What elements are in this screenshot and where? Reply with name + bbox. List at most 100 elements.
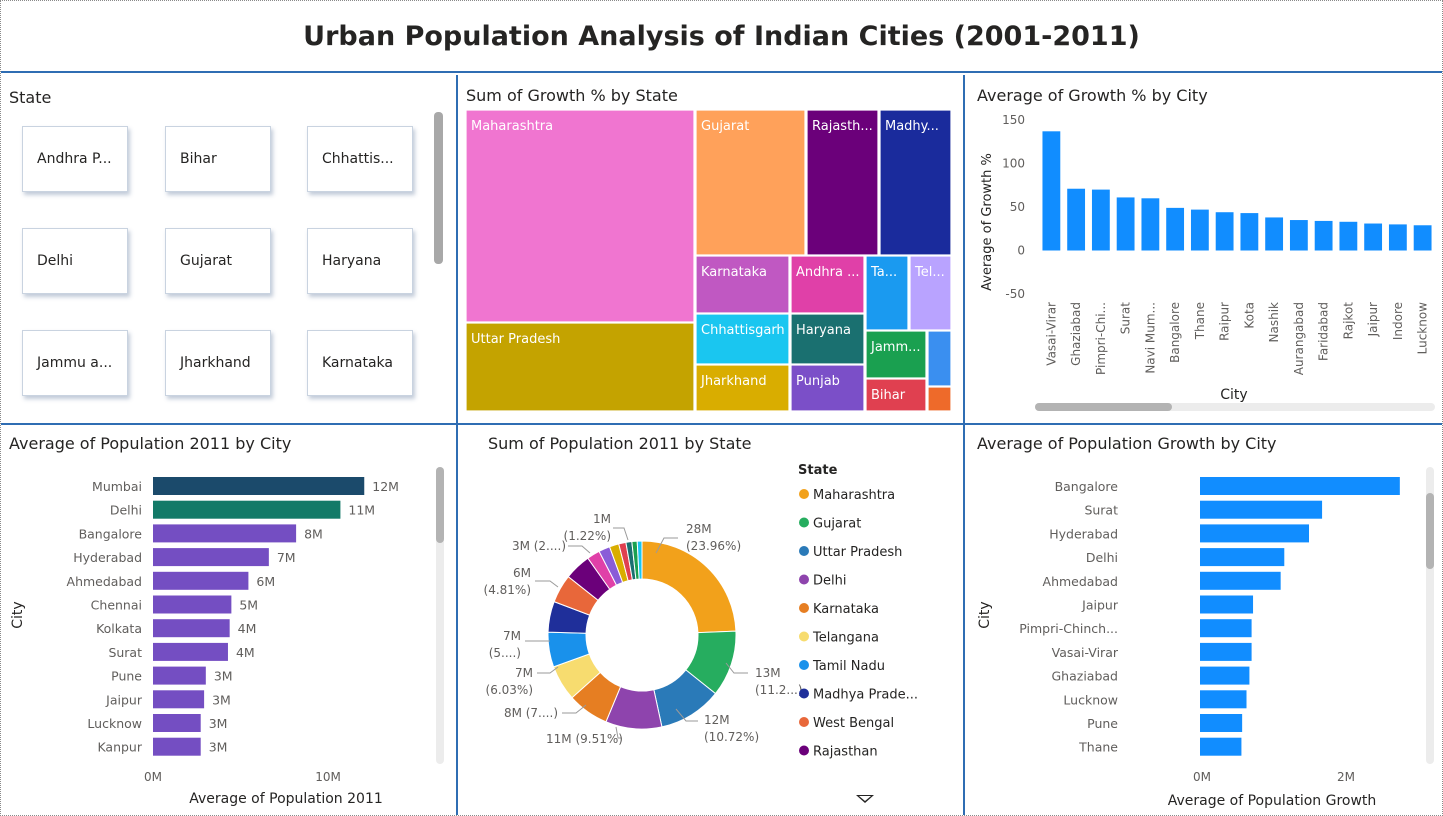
legend-entry[interactable]: Maharashtra [813,488,895,503]
bar-data-label: 4M [236,645,255,660]
y-tick-label: Surat [108,645,142,660]
slicer-item-andhra-pradesh[interactable]: Andhra P... [22,126,128,192]
donut-data-label: 7M [503,629,521,643]
city-bar[interactable] [153,690,205,709]
slicer-item-delhi[interactable]: Delhi [22,228,128,294]
city-bar[interactable] [153,714,201,732]
legend-entry[interactable]: Telangana [812,631,879,646]
treemap-tile[interactable] [790,313,865,365]
treemap-tile[interactable] [927,330,952,387]
growth-bar[interactable] [1091,189,1110,251]
treemap-tile[interactable] [865,330,927,379]
y-tick-label: Thane [1078,740,1118,755]
treemap-tile[interactable] [695,313,790,365]
donut-leader-line [568,545,591,554]
city-bar[interactable] [153,619,230,638]
treemap-tile[interactable] [695,109,806,256]
growth-bar[interactable] [1388,224,1407,251]
city-bar[interactable] [1200,690,1247,709]
city-bar[interactable] [1200,571,1281,590]
treemap-tile-label: Chhattisgarh [701,323,785,338]
treemap-tile[interactable] [927,386,952,412]
growth-bar[interactable] [1339,221,1358,251]
city-bar[interactable] [1200,477,1400,495]
treemap-tile[interactable] [790,364,865,412]
popgrowth-scroll-thumb[interactable] [1426,493,1434,569]
growth-bar[interactable] [1116,197,1135,251]
slicer-item-haryana[interactable]: Haryana [307,228,413,294]
city-bar[interactable] [1200,595,1254,614]
slicer-item-jharkhand[interactable]: Jharkhand [165,330,271,396]
legend-entry[interactable]: Rajasthan [813,745,878,760]
treemap-tile[interactable] [695,364,790,412]
growth-scroll-thumb[interactable] [1035,403,1172,411]
donut-data-label: 13M [755,666,781,680]
growth-bar[interactable] [1240,213,1259,251]
donut-data-label: (11.2...) [755,683,803,697]
growth-bar[interactable] [1265,217,1284,251]
growth-bar[interactable] [1166,207,1185,251]
treemap-panel: Sum of Growth % by State Maharashtra Utta… [458,76,963,423]
growth-bar[interactable] [1364,223,1383,251]
donut-slice[interactable] [636,540,643,580]
city-bar[interactable] [153,595,232,614]
donut-data-label: 12M [704,713,730,727]
legend-entry[interactable]: Karnataka [813,602,879,617]
growth-bar[interactable] [1042,131,1061,251]
growth-bar[interactable] [1413,225,1432,251]
legend-entry[interactable]: Uttar Pradesh [813,545,902,560]
legend-scroll-down-icon[interactable] [856,795,874,803]
treemap-tile-label: Maharashtra [471,119,553,134]
city-bar[interactable] [1200,666,1250,685]
growth-bar[interactable] [1067,188,1086,251]
growth-bar[interactable] [1289,220,1308,251]
legend-entry[interactable]: West Bengal [813,716,894,731]
city-bar[interactable] [153,477,365,495]
slicer-scrollbar[interactable] [434,112,443,264]
donut-slice[interactable] [641,540,737,634]
popcity-scroll-thumb[interactable] [436,467,444,543]
slicer-item-gujarat[interactable]: Gujarat [165,228,271,294]
legend-entry[interactable]: Madhya Prade... [813,688,918,703]
treemap-tile[interactable] [695,255,790,314]
city-bar[interactable] [153,548,269,567]
treemap-tile[interactable] [865,255,909,331]
city-bar[interactable] [153,571,249,590]
city-bar[interactable] [153,500,341,519]
growth-scroll-track [1035,403,1435,411]
city-bar[interactable] [1200,548,1285,567]
y-tick-label: Kolkata [96,621,142,636]
slicer-item-karnataka[interactable]: Karnataka [307,330,413,396]
city-bar[interactable] [153,666,206,685]
growth-bar[interactable] [1190,209,1209,251]
slicer-item-jammu-kashmir[interactable]: Jammu a... [22,330,128,396]
city-bar[interactable] [1200,642,1252,661]
donut-leader-line [675,708,698,722]
treemap-tile[interactable] [465,322,695,412]
city-bar[interactable] [1200,500,1323,519]
legend-entry[interactable]: Tamil Nadu [812,659,885,674]
slicer-item-chhattisgarh[interactable]: Chhattis... [307,126,413,192]
growth-bar[interactable] [1314,220,1333,251]
population-by-state-chart: 28M (23.96%) 13M (11.2...) 12M (10.72%) 11M (9… [484,463,918,803]
x-tick-label: Aurangabad [1292,302,1306,375]
city-bar[interactable] [153,642,228,661]
growth-bar[interactable] [1215,212,1234,251]
growth-bar[interactable] [1141,198,1160,251]
donut-data-label: 8M (7....) [504,706,558,720]
city-bar[interactable] [1200,619,1252,638]
city-bar[interactable] [1200,714,1243,732]
city-bar[interactable] [1200,737,1242,756]
city-bar[interactable] [1200,524,1309,543]
legend-entry[interactable]: Delhi [813,574,846,589]
treemap-tile[interactable] [865,378,927,412]
treemap-tile[interactable] [806,109,879,256]
slicer-item-bihar[interactable]: Bihar [165,126,271,192]
treemap-tile[interactable] [879,109,952,256]
treemap-tile[interactable] [909,255,952,331]
city-bar[interactable] [153,524,297,543]
treemap-tile[interactable] [790,255,865,314]
treemap-tile[interactable] [465,109,695,323]
city-bar[interactable] [153,737,201,756]
legend-entry[interactable]: Gujarat [813,517,861,532]
